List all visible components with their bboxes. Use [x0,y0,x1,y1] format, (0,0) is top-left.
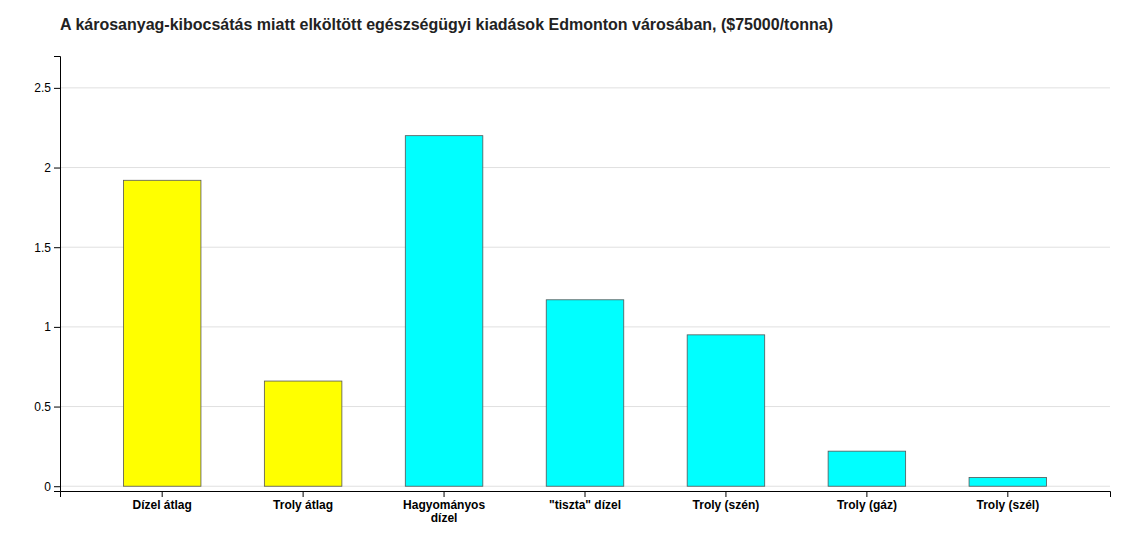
y-tick: 2.5 [34,81,60,95]
bar [405,136,483,487]
bar [123,180,201,486]
x-tick: Dízel átlag [133,491,192,512]
x-tick-label-line: Troly (gáz) [837,498,897,512]
y-tick-label: 1 [44,320,51,334]
x-tick-mark [725,491,726,497]
grid [60,88,1110,486]
bar [546,300,624,486]
x-tick-label: Hagyományosdízel [403,498,485,526]
x-tick-label: "tiszta" dízel [549,498,621,512]
x-tick: Troly (szén) [693,491,760,512]
x-tick-mark [444,491,445,497]
x-tick-label-line: Hagyományos [403,498,485,512]
bar [687,335,765,486]
y-tick-label: 2.5 [34,81,51,95]
x-tick-label: Troly átlag [273,498,333,512]
x-tick-label: Troly (gáz) [837,498,897,512]
y-tick-mark [54,407,60,408]
y-tick: 1 [44,320,60,334]
x-tick: Troly átlag [273,491,333,512]
x-tick-label: Troly (szén) [693,498,760,512]
y-tick: 2 [44,161,60,175]
y-tick-mark [54,486,60,487]
grid-line [60,167,1110,168]
grid-line [60,247,1110,248]
x-tick-label: Dízel átlag [133,498,192,512]
x-tick-label-line: Troly (szén) [693,498,760,512]
x-tick-mark [866,491,867,497]
x-tick-mark [585,491,586,497]
x-tick-label-line: Dízel átlag [133,498,192,512]
y-axis: 0 0.5 1 1.5 2 2.5 [34,57,60,494]
y-tick-mark [54,327,60,328]
x-tick-label: Troly (szél) [976,498,1039,512]
x-axis-line [61,492,1111,498]
x-tick-mark [1007,491,1008,497]
y-tick: 0.5 [34,400,60,414]
y-tick-mark [54,168,60,169]
y-axis-line [54,57,61,492]
x-tick-label-line: dízel [431,511,458,525]
bar [264,381,342,486]
x-tick: Troly (szél) [976,491,1039,512]
y-tick-label: 2 [44,161,51,175]
y-tick-label: 0 [44,480,51,494]
x-tick-mark [303,491,304,497]
x-tick-mark [162,491,163,497]
grid-line [60,87,1110,88]
y-tick-mark [54,247,60,248]
bar [969,477,1047,486]
bar [828,451,906,486]
x-tick: Troly (gáz) [837,491,897,512]
chart: A károsanyag-kibocsátás miatt elköltött … [0,0,1140,553]
title: A károsanyag-kibocsátás miatt elköltött … [60,16,833,33]
x-tick-label-line: Troly (szél) [976,498,1039,512]
y-tick-label: 1.5 [34,241,51,255]
x-tick-label-line: Troly átlag [273,498,333,512]
x-tick: Hagyományosdízel [403,491,485,525]
x-tick: "tiszta" dízel [549,491,621,512]
plot: 0 0.5 1 1.5 2 2.5 Dízel átlag Troly átlag Hagyom… [34,57,1110,526]
y-tick-mark [54,88,60,89]
bars [123,136,1046,487]
x-tick-label-line: "tiszta" dízel [549,498,621,512]
x-axis: Dízel átlag Troly átlag Hagyományosdízel "t… [61,491,1111,525]
y-tick: 0 [44,480,60,494]
y-tick-label: 0.5 [34,400,51,414]
y-tick: 1.5 [34,241,60,255]
